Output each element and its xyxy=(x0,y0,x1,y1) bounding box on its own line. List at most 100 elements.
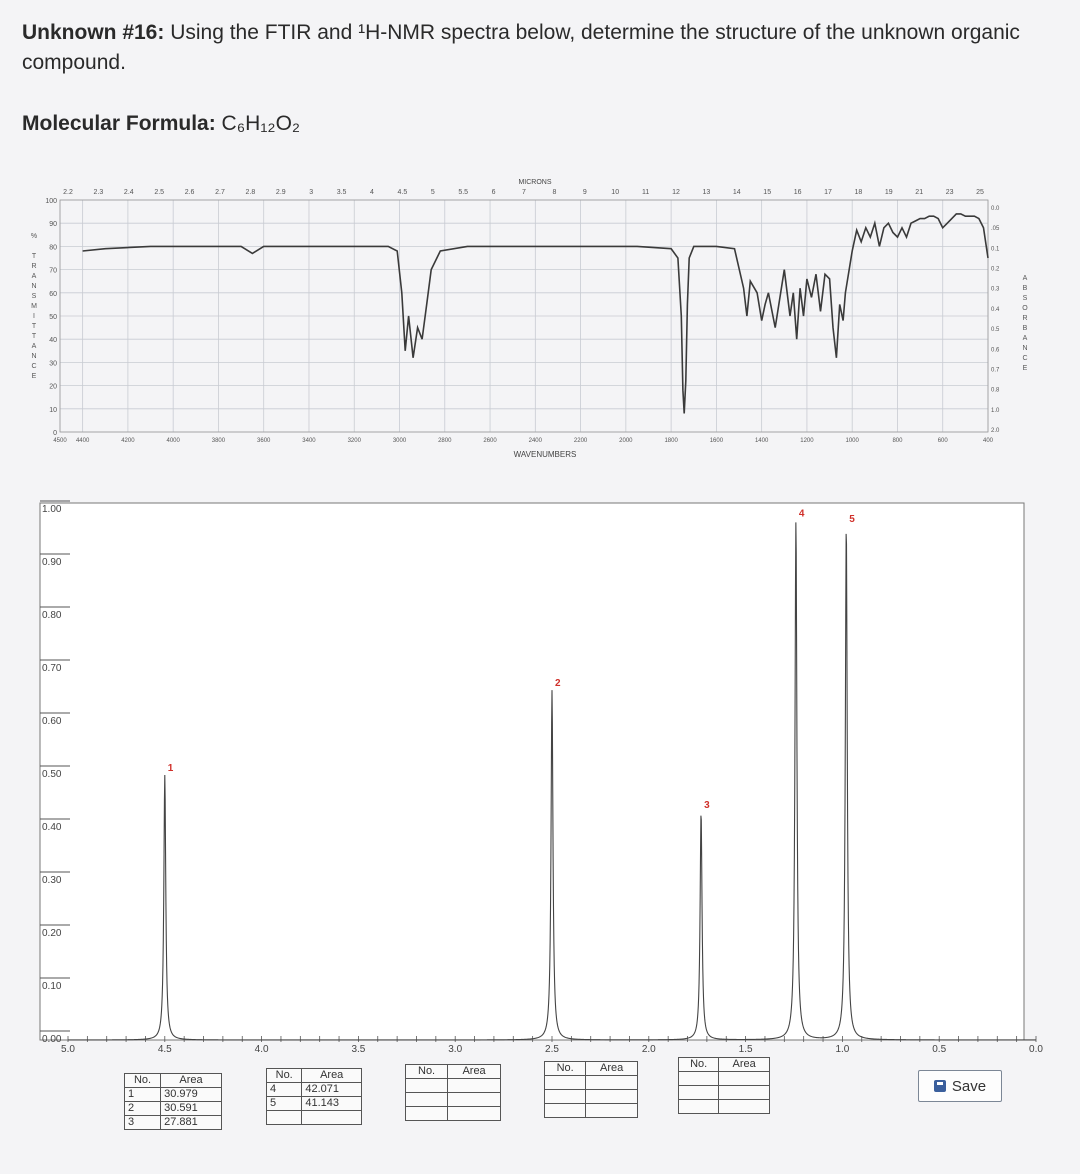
ftir-top-tick-label: 23 xyxy=(946,189,954,196)
ftir-x-tick-label: 3600 xyxy=(257,438,271,444)
integration-table-3: No. Area xyxy=(404,1064,501,1121)
ftir-top-tick-label: 5 xyxy=(431,189,435,196)
table-header-area: Area xyxy=(160,1073,222,1088)
ftir-ylabel-char: % xyxy=(31,233,37,240)
nmr-x-tick-label: 0.0 xyxy=(1029,1044,1043,1055)
ftir-top-tick-label: 4 xyxy=(370,189,374,196)
ftir-x-tick-label: 2400 xyxy=(529,438,543,444)
ftir-rlabel-char: O xyxy=(1022,305,1028,312)
nmr-x-tick-label: 4.5 xyxy=(158,1044,172,1055)
table-cell-no: 5 xyxy=(265,1096,303,1111)
ftir-top-tick-label: 15 xyxy=(763,189,771,196)
integration-table-5: No. Area xyxy=(677,1057,770,1114)
nmr-peak-label: 3 xyxy=(704,800,710,811)
ftir-top-tick-label: 2.4 xyxy=(124,189,134,196)
nmr-x-tick-label: 3.0 xyxy=(448,1044,462,1055)
ftir-y-tick-label: 30 xyxy=(49,360,57,367)
ftir-ylabel-char: C xyxy=(31,363,36,370)
ftir-right-tick-label: 0.4 xyxy=(991,307,1000,313)
ftir-y-tick-label: 60 xyxy=(49,291,57,298)
table-cell-area: 30.591 xyxy=(160,1101,222,1116)
ftir-y-tick-label: 80 xyxy=(49,244,57,251)
ftir-top-tick-label: 2.7 xyxy=(215,189,225,196)
question-label: Unknown #16: xyxy=(22,21,165,44)
nmr-x-tick-label: 3.5 xyxy=(351,1044,365,1055)
ftir-x-tick-label: 4400 xyxy=(76,438,90,444)
save-button[interactable]: Save xyxy=(918,1070,1002,1102)
ftir-ylabel-char: I xyxy=(33,313,35,320)
ftir-top-tick-label: 16 xyxy=(794,189,802,196)
ftir-right-tick-label: 0.5 xyxy=(991,327,1000,333)
formula-value: C₆H₁₂O₂ xyxy=(215,112,301,135)
ftir-x-tick-label: 4000 xyxy=(166,438,180,444)
ftir-top-tick-label: 3.5 xyxy=(337,189,347,196)
ftir-right-tick-label: 0.8 xyxy=(991,388,1000,394)
ftir-spectrum: 4500 4400 4200 4000 3800 3600 3400 3200 3000 2800… xyxy=(31,179,1028,459)
ftir-y-tick-label: 10 xyxy=(49,407,57,414)
ftir-x-tick-label: 2600 xyxy=(483,438,497,444)
ftir-x-tick-label: 800 xyxy=(892,438,903,444)
ftir-x-axis-label: WAVENUMBERS xyxy=(514,450,577,459)
ftir-top-tick-label: 25 xyxy=(976,189,984,196)
ftir-top-tick-label: 21 xyxy=(915,189,923,196)
ftir-y-tick-label: 50 xyxy=(49,314,57,321)
ftir-y-tick-label: 100 xyxy=(45,198,57,205)
nmr-x-tick-label: 0.5 xyxy=(932,1044,946,1055)
ftir-rlabel-char: B xyxy=(1023,325,1028,332)
question-body: Using the FTIR and ¹H-NMR spectra below,… xyxy=(22,21,1020,74)
ftir-right-tick-label: .05 xyxy=(991,226,1000,232)
ftir-y-tick-label: 20 xyxy=(49,384,57,391)
ftir-y-tick-label: 40 xyxy=(49,337,57,344)
table-header-no: No. xyxy=(265,1068,303,1083)
ftir-top-tick-label: 5.5 xyxy=(458,189,468,196)
nmr-trace xyxy=(68,522,1036,1041)
table-cell-no: 3 xyxy=(123,1115,162,1130)
ftir-top-tick-label: 14 xyxy=(733,189,741,196)
table-cell-no: 2 xyxy=(123,1101,162,1116)
nmr-y-tick-label: 0.90 xyxy=(42,557,62,568)
nmr-x-tick-label: 2.0 xyxy=(642,1044,656,1055)
ftir-rlabel-char: N xyxy=(1022,345,1027,352)
table-cell-area: 41.143 xyxy=(301,1096,362,1111)
integration-table-1: No. Area 1 30.979 2 30.591 3 27.881 xyxy=(123,1073,222,1130)
ftir-x-tick-label: 4500 xyxy=(53,438,67,444)
ftir-right-tick-label: 0.3 xyxy=(991,287,1000,293)
ftir-x-tick-label: 1600 xyxy=(710,438,724,444)
ftir-rlabel-char: C xyxy=(1022,355,1027,362)
ftir-top-tick-label: 10 xyxy=(611,189,619,196)
ftir-top-tick-label: 2.6 xyxy=(185,189,195,196)
floppy-disk-icon xyxy=(933,1080,946,1092)
ftir-x-tick-label: 1800 xyxy=(664,438,678,444)
ftir-ylabel-char: S xyxy=(32,293,37,300)
ftir-x-tick-label: 600 xyxy=(938,438,949,444)
nmr-y-tick-label: 0.50 xyxy=(42,769,62,780)
table-header-area: Area xyxy=(447,1064,501,1079)
table-cell-no: 1 xyxy=(123,1087,162,1102)
ftir-y-tick-label: 0 xyxy=(53,430,57,437)
ftir-x-tick-label: 1200 xyxy=(800,438,814,444)
ftir-top-tick-label: 2.8 xyxy=(246,189,256,196)
ftir-ylabel-char: T xyxy=(32,323,37,330)
ftir-rlabel-char: B xyxy=(1023,285,1028,292)
ftir-top-tick-label: 4.5 xyxy=(398,189,408,196)
ftir-top-tick-label: 12 xyxy=(672,189,680,196)
nmr-x-tick-label: 5.0 xyxy=(61,1044,75,1055)
nmr-y-tick-label: 0.20 xyxy=(42,928,62,939)
nmr-y-tick-label: 0.00 xyxy=(42,1034,62,1045)
ftir-ylabel-char: N xyxy=(31,353,36,360)
ftir-x-tick-label: 1400 xyxy=(755,438,769,444)
table-cell-area: 27.881 xyxy=(160,1115,222,1130)
nmr-y-tick-label: 0.30 xyxy=(42,875,62,886)
ftir-x-tick-label: 2200 xyxy=(574,438,588,444)
ftir-rlabel-char: A xyxy=(1023,335,1028,342)
ftir-rlabel-char: E xyxy=(1023,365,1028,372)
ftir-right-tick-label: 0.6 xyxy=(991,347,1000,353)
ftir-ticks: 4500 4400 4200 4000 3800 3600 3400 3200 3000 2800… xyxy=(45,189,1000,444)
ftir-grid xyxy=(59,199,989,433)
nmr-spectrum: 1.00 0.90 0.80 0.70 0.60 0.50 0.40 0.30 0.20 0.10… xyxy=(39,500,1043,1055)
nmr-y-ticks: 1.00 0.90 0.80 0.70 0.60 0.50 0.40 0.30 0.20 0.10… xyxy=(40,500,70,1045)
ftir-ylabel-char: M xyxy=(31,303,37,310)
table-header-area: Area xyxy=(718,1057,770,1072)
